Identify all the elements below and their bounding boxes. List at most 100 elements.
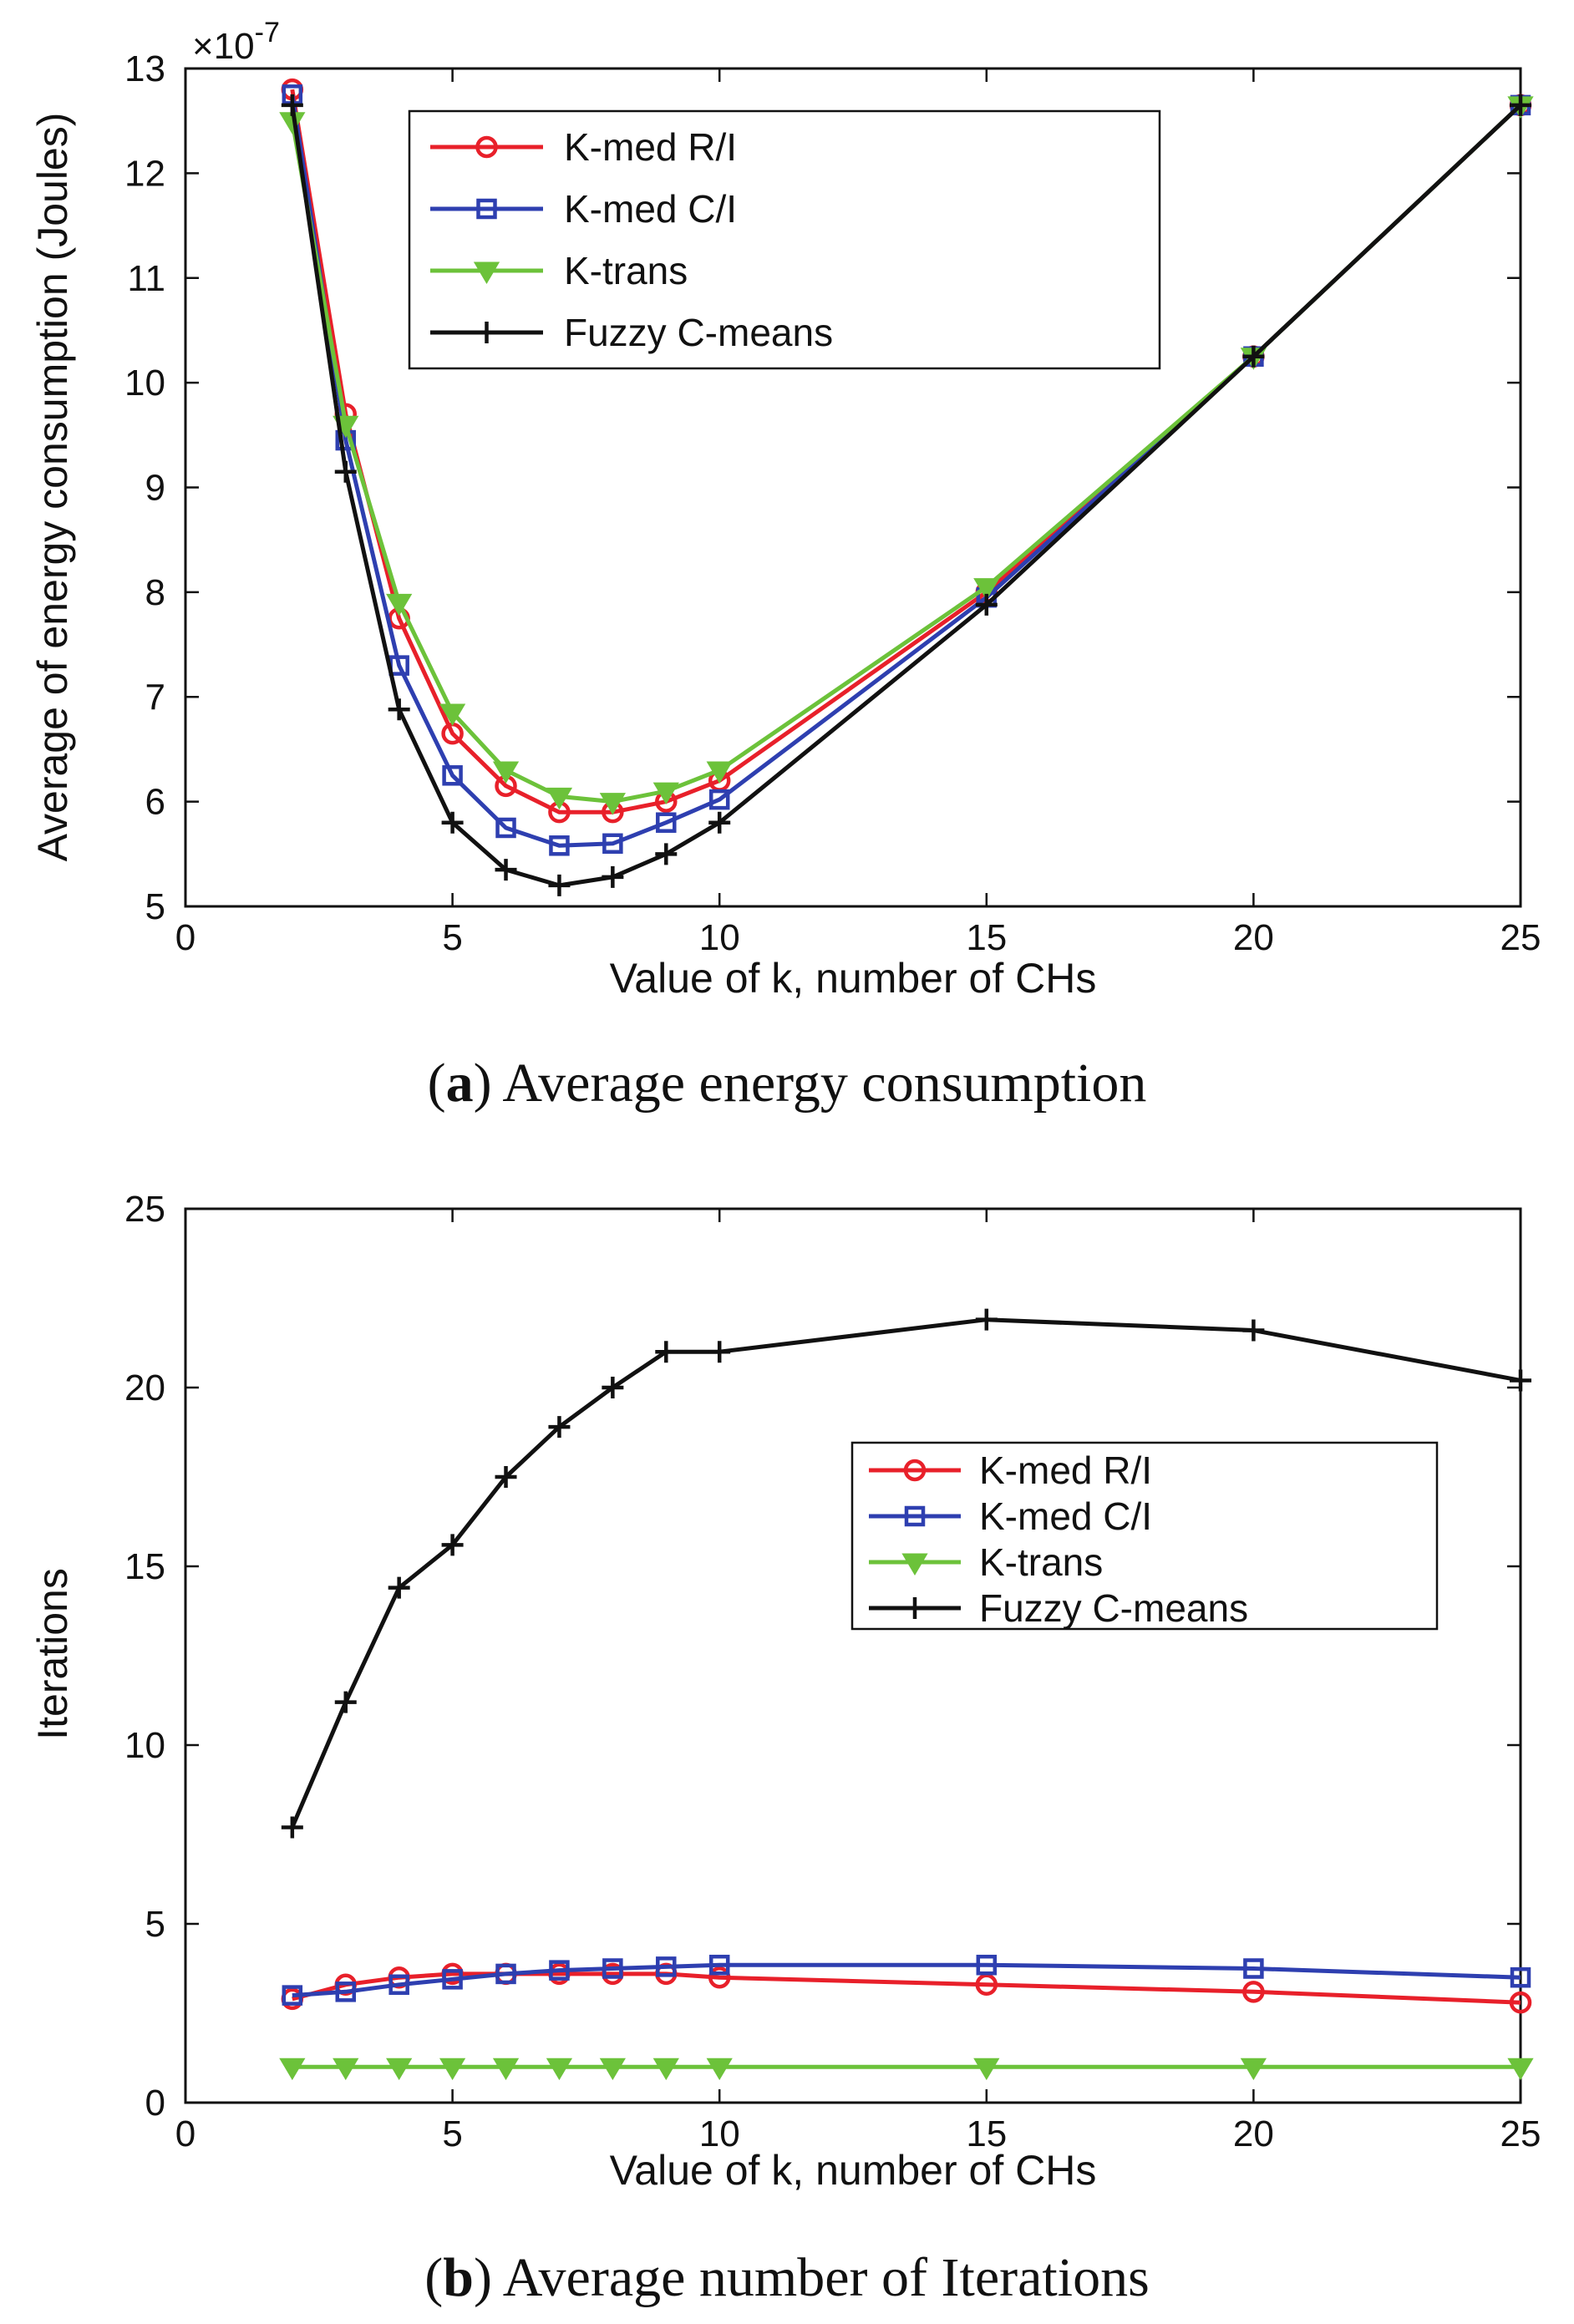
- panel-b-data-point: [599, 2058, 626, 2081]
- panel-a-data-point: [548, 874, 571, 896]
- panel-a-data-point: [706, 761, 733, 784]
- panel-a-data-point: [388, 698, 410, 721]
- panel-a-series-line: [290, 89, 1522, 814]
- panel-a-data-point: [441, 811, 464, 834]
- panel-b-iterations-chart: 0 5 10 15 20 25 0 5 10 15 20 25 Value of k, number …: [29, 1189, 1541, 2308]
- panel-b-data-point: [1510, 1966, 1531, 1988]
- panel-a-y-tick-label: 8: [145, 572, 165, 613]
- panel-a-series-line: [290, 94, 1522, 848]
- panel-a-data-point: [602, 833, 623, 855]
- panel-b-data-point: [1242, 1981, 1265, 2003]
- panel-b-legend-label: K-trans: [979, 1540, 1103, 1584]
- panel-b-data-point: [708, 1341, 731, 1363]
- panel-b-data-point: [546, 2058, 573, 2081]
- panel-b-ticks: 0 5 10 15 20 25 0 5 10 15 20 25: [124, 1189, 1541, 2154]
- panel-b-x-tick-label: 20: [1233, 2113, 1274, 2154]
- panel-b-y-tick-label: 20: [124, 1368, 165, 1408]
- panel-a-data-point: [549, 835, 570, 856]
- panel-a-data-point: [546, 787, 573, 810]
- panel-b-legend-label: K-med R/I: [979, 1449, 1152, 1492]
- panel-b-caption-text: Average number of Iterations: [503, 2247, 1150, 2308]
- panel-b-data-point: [602, 1377, 624, 1398]
- panel-b-data-point: [495, 1963, 516, 1985]
- panel-b-data-point: [281, 1816, 303, 1839]
- panel-b-data-point: [656, 1956, 677, 1977]
- panel-b-legend-marker: [903, 1459, 927, 1482]
- panel-a-data-point: [439, 703, 466, 727]
- panel-a-y-tick-label: 5: [145, 886, 165, 927]
- panel-b-y-tick-label: 15: [124, 1546, 165, 1587]
- panel-b-x-tick-label: 0: [175, 2113, 195, 2154]
- panel-a-data-point: [281, 94, 303, 116]
- panel-b-legend-box: [850, 1441, 1439, 1631]
- panel-a-legend-label: Fuzzy C-means: [564, 311, 833, 354]
- panel-b-y-tick-label: 25: [124, 1189, 165, 1230]
- panel-b-legend-marker: [901, 1553, 928, 1576]
- panel-a-series: [279, 78, 1534, 896]
- panel-a-data-point: [602, 865, 624, 888]
- panel-b-legend-marker: [904, 1597, 926, 1619]
- panel-b-data-point: [279, 2058, 306, 2081]
- panel-a-multiplier-exponent: -7: [255, 17, 280, 48]
- panel-a-y-tick-label: 6: [145, 782, 165, 823]
- panel-b-data-point: [975, 1973, 998, 1997]
- panel-b-y-tick-label: 0: [145, 2083, 165, 2124]
- panel-a-legend-marker: [475, 135, 498, 159]
- panel-a-legend-label: K-trans: [564, 249, 688, 292]
- panel-a-legend-label: K-med C/I: [564, 187, 737, 231]
- panel-b-data-point: [1240, 2058, 1267, 2081]
- panel-a-data-point: [973, 578, 1000, 601]
- panel-b-data-point: [282, 1985, 303, 2006]
- panel-b-data-point: [973, 2058, 1000, 2081]
- panel-a-y-tick-label: 10: [124, 363, 165, 403]
- panel-a-data-point: [655, 843, 678, 865]
- panel-b-data-point: [334, 1691, 357, 1713]
- panel-a-caption-text: Average energy consumption: [502, 1053, 1146, 1114]
- panel-a-legend: K-med R/I K-med C/I K-trans Fuzzy C-means: [408, 109, 1161, 370]
- panel-b-data-point: [388, 1576, 410, 1599]
- panel-a-legend-box: [408, 109, 1161, 370]
- panel-b-y-tick-label: 10: [124, 1725, 165, 1766]
- panel-a-data-point: [599, 793, 626, 815]
- panel-a-caption: (a) Average energy consumption: [428, 1053, 1147, 1114]
- panel-b-legend-marker: [904, 1505, 926, 1527]
- panel-a-data-point: [495, 859, 517, 881]
- panel-a-data-point: [495, 817, 516, 839]
- panel-a-data-point: [334, 460, 357, 483]
- panel-a-legend-label: K-med R/I: [564, 125, 737, 169]
- panel-a-multiplier-base: ×10: [192, 26, 255, 67]
- panel-a-x-tick-label: 20: [1233, 917, 1274, 958]
- panel-a-data-point: [492, 761, 520, 784]
- panel-a-x-tick-label: 10: [699, 917, 740, 958]
- panel-a-multiplier: ×10-7: [192, 17, 280, 67]
- panel-a-y-tick-label: 9: [145, 468, 165, 509]
- panel-b-data-point: [492, 2058, 520, 2081]
- panel-a-series-fuzzy-c-means: [281, 94, 1531, 896]
- panel-b-legend-label: Fuzzy C-means: [979, 1586, 1248, 1630]
- panel-b-data-point: [602, 1958, 623, 1979]
- panel-a-x-tick-label: 25: [1500, 917, 1541, 958]
- panel-b-data-point: [706, 2058, 733, 2081]
- panel-b-data-point: [1507, 2058, 1534, 2081]
- panel-a-x-tick-label: 5: [442, 917, 462, 958]
- panel-b-data-point: [386, 2058, 413, 2081]
- panel-b-data-point: [1242, 1319, 1265, 1342]
- panel-a-data-point: [708, 811, 731, 834]
- panel-a-y-axis-label: Average of energy consumption (Joules): [29, 113, 76, 862]
- panel-a-series-line: [290, 104, 1522, 888]
- panel-b-data-point: [441, 1534, 464, 1556]
- panel-b-series-k-med-c-i: [282, 1954, 1531, 2006]
- panel-a-y-tick-label: 12: [124, 153, 165, 194]
- panel-b-y-axis-label: Iterations: [29, 1568, 76, 1740]
- panel-b-data-point: [1509, 1991, 1532, 2014]
- panel-b-series-k-trans: [279, 2058, 1534, 2081]
- panel-b-data-point: [442, 1969, 463, 1990]
- panel-a-data-point: [656, 812, 677, 833]
- panel-b-data-point: [333, 2058, 359, 2081]
- panel-b-legend-label: K-med C/I: [979, 1494, 1152, 1538]
- panel-a-data-point: [652, 782, 679, 805]
- panel-b-data-point: [975, 1308, 998, 1331]
- panel-a-x-tick-label: 0: [175, 917, 195, 958]
- panel-b-y-tick-label: 5: [145, 1904, 165, 1945]
